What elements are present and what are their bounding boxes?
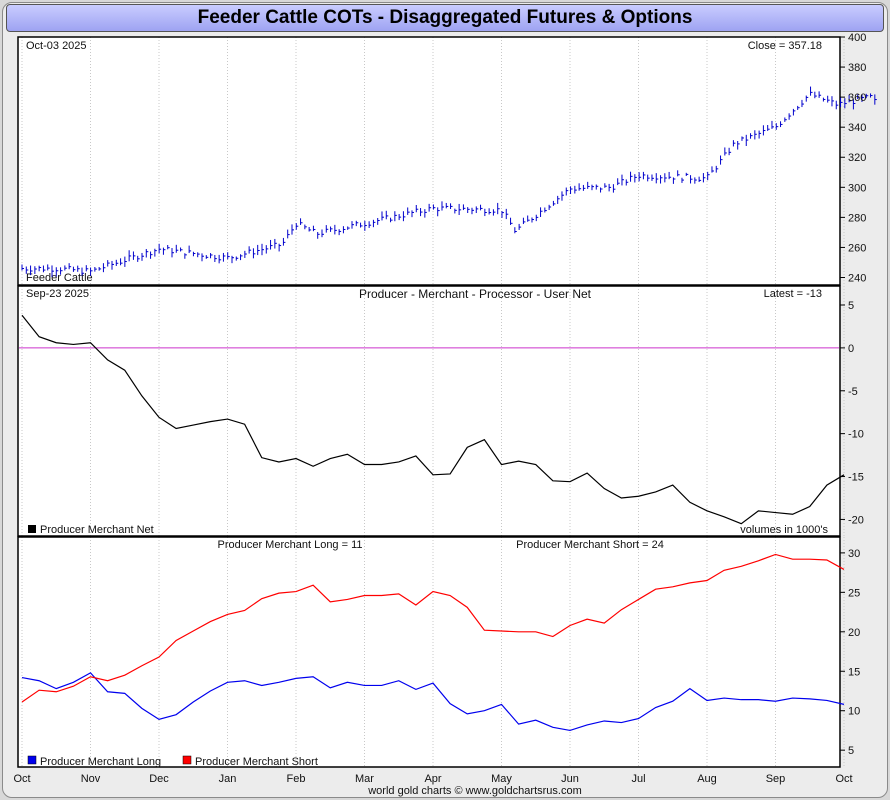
y-tick-label: 20 [848, 627, 860, 639]
x-tick-label: Mar [355, 773, 374, 785]
x-tick-label: Oct [13, 773, 30, 785]
x-tick-label: May [491, 773, 512, 785]
net-units-label: volumes in 1000's [740, 524, 828, 536]
net-y-ticks: 5 0 -5 -10 -15 -20 [840, 300, 864, 526]
price-bars [21, 86, 877, 278]
net-legend-label: Producer Merchant Net [40, 524, 154, 536]
y-tick-label: -10 [848, 429, 864, 441]
long-short-series [21, 553, 845, 732]
short-legend-swatch [182, 755, 192, 765]
long-header-label: Producer Merchant Long = 11 [217, 539, 362, 551]
grid-layer [21, 37, 845, 767]
chart-title: Feeder Cattle COTs - Disaggregated Futur… [197, 7, 693, 28]
net-panel-title: Producer - Merchant - Processor - User N… [359, 287, 592, 301]
x-tick-label: Sep [766, 773, 786, 785]
y-tick-label: 340 [848, 122, 866, 134]
long-short-y-ticks: 5 10 15 20 25 30 [840, 548, 860, 757]
net-series [19, 314, 845, 525]
y-tick-label: -20 [848, 514, 864, 526]
net-latest-label: Latest = -13 [764, 288, 822, 300]
x-tick-label: Feb [287, 773, 306, 785]
y-tick-label: 400 [848, 32, 866, 44]
y-tick-label: 25 [848, 587, 860, 599]
long-legend-label: Producer Merchant Long [40, 756, 161, 768]
footer-credit: world gold charts © www.goldchartsrus.co… [367, 785, 582, 797]
net-panel: Sep-23 2025 Producer - Merchant - Proces… [17, 285, 864, 537]
x-axis-labels: Oct Nov Dec Jan Feb Mar Apr May Jun Jul Aug Sep Oct [13, 773, 852, 785]
y-tick-label: 30 [848, 548, 860, 560]
price-y-ticks: 240 260 280 300 320 340 360 380 400 [840, 32, 866, 284]
net-date-label: Sep-23 2025 [26, 288, 89, 300]
price-series-label: Feeder Cattle [26, 272, 93, 284]
chart-title-bar: Feeder Cattle COTs - Disaggregated Futur… [6, 4, 884, 32]
price-panel-border [17, 36, 841, 286]
x-tick-label: Apr [424, 773, 441, 785]
y-tick-label: 240 [848, 272, 866, 284]
x-tick-label: Aug [697, 773, 717, 785]
short-legend-label: Producer Merchant Short [195, 756, 318, 768]
y-tick-label: 320 [848, 152, 866, 164]
y-tick-label: 15 [848, 666, 860, 678]
x-tick-label: Dec [149, 773, 169, 785]
y-tick-label: 5 [848, 745, 854, 757]
x-tick-label: Oct [835, 773, 852, 785]
y-tick-label: 300 [848, 182, 866, 194]
x-tick-label: Jun [561, 773, 579, 785]
x-tick-label: Jan [219, 773, 237, 785]
price-date-label: Oct-03 2025 [26, 40, 87, 52]
y-tick-label: -15 [848, 472, 864, 484]
long-legend-swatch [27, 755, 37, 765]
y-tick-label: 0 [848, 343, 854, 355]
net-line [21, 314, 845, 525]
y-tick-label: 5 [848, 300, 854, 312]
y-tick-label: 10 [848, 706, 860, 718]
plot-background [18, 37, 840, 767]
long-short-panel-border [17, 536, 841, 768]
y-tick-label: -5 [848, 386, 858, 398]
short-header-label: Producer Merchant Short = 24 [516, 539, 664, 551]
price-close-label: Close = 357.18 [748, 40, 822, 52]
y-tick-label: 360 [848, 92, 866, 104]
x-tick-label: Jul [631, 773, 645, 785]
long-line [21, 672, 845, 732]
y-tick-label: 380 [848, 62, 866, 74]
net-legend-swatch [28, 525, 36, 533]
y-tick-label: 280 [848, 212, 866, 224]
long-short-panel: Producer Merchant Long = 11 Producer Mer… [17, 536, 860, 768]
x-tick-label: Nov [81, 773, 101, 785]
short-line [21, 553, 845, 703]
price-panel: Oct-03 2025 Close = 357.18 Feeder Cattle… [17, 32, 877, 286]
net-panel-border [17, 285, 841, 537]
y-tick-label: 260 [848, 242, 866, 254]
